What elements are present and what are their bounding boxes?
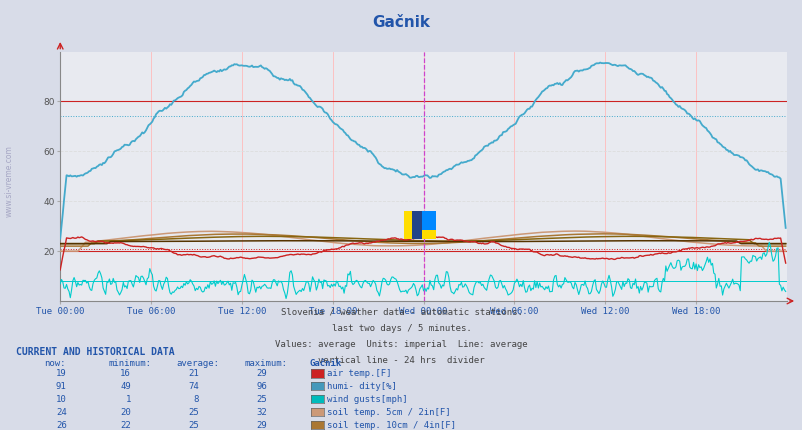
Text: 91: 91 bbox=[56, 382, 67, 391]
Text: 96: 96 bbox=[257, 382, 267, 391]
Text: 1: 1 bbox=[125, 395, 131, 404]
Text: average:: average: bbox=[176, 359, 220, 369]
Text: 26: 26 bbox=[56, 421, 67, 430]
Text: Gačnik: Gačnik bbox=[309, 359, 341, 369]
Text: 16: 16 bbox=[120, 369, 131, 378]
Text: wind gusts[mph]: wind gusts[mph] bbox=[326, 395, 407, 404]
Text: www.si-vreme.com: www.si-vreme.com bbox=[5, 144, 14, 217]
Text: now:: now: bbox=[44, 359, 66, 369]
Text: 19: 19 bbox=[56, 369, 67, 378]
Text: air temp.[F]: air temp.[F] bbox=[326, 369, 391, 378]
Text: Slovenia / weather data - automatic stations.: Slovenia / weather data - automatic stat… bbox=[280, 307, 522, 316]
Text: 22: 22 bbox=[120, 421, 131, 430]
Text: 74: 74 bbox=[188, 382, 199, 391]
Text: vertical line - 24 hrs  divider: vertical line - 24 hrs divider bbox=[318, 356, 484, 366]
Text: 10: 10 bbox=[56, 395, 67, 404]
Text: last two days / 5 minutes.: last two days / 5 minutes. bbox=[331, 324, 471, 333]
Text: Gačnik: Gačnik bbox=[372, 15, 430, 30]
Text: 32: 32 bbox=[257, 408, 267, 417]
Text: CURRENT AND HISTORICAL DATA: CURRENT AND HISTORICAL DATA bbox=[16, 347, 175, 357]
Text: 25: 25 bbox=[257, 395, 267, 404]
Text: 8: 8 bbox=[193, 395, 199, 404]
Text: humi- dity[%]: humi- dity[%] bbox=[326, 382, 396, 391]
Text: soil temp. 5cm / 2in[F]: soil temp. 5cm / 2in[F] bbox=[326, 408, 450, 417]
Text: 21: 21 bbox=[188, 369, 199, 378]
Text: 49: 49 bbox=[120, 382, 131, 391]
Text: maximum:: maximum: bbox=[245, 359, 288, 369]
Text: 25: 25 bbox=[188, 408, 199, 417]
Text: Values: average  Units: imperial  Line: average: Values: average Units: imperial Line: av… bbox=[275, 340, 527, 349]
Text: 24: 24 bbox=[56, 408, 67, 417]
Text: 29: 29 bbox=[257, 421, 267, 430]
Text: soil temp. 10cm / 4in[F]: soil temp. 10cm / 4in[F] bbox=[326, 421, 456, 430]
Text: 29: 29 bbox=[257, 369, 267, 378]
Text: minimum:: minimum: bbox=[108, 359, 152, 369]
Text: 25: 25 bbox=[188, 421, 199, 430]
Text: 20: 20 bbox=[120, 408, 131, 417]
